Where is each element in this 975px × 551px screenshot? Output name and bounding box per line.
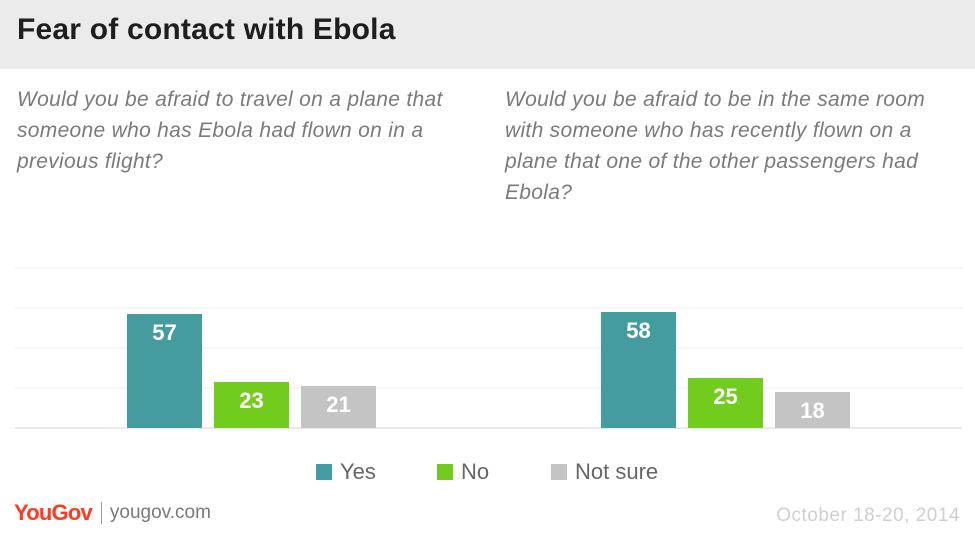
- logo-divider: [100, 502, 102, 524]
- site-link[interactable]: yougov.com: [109, 502, 211, 523]
- legend-swatch-yes: [316, 464, 332, 480]
- legend-swatch-not-sure: [551, 464, 567, 480]
- legend: Yes No Not sure: [0, 459, 975, 489]
- bar-chart: 57 23 21 58 25 18: [15, 267, 962, 429]
- data-label-no-q2: 25: [713, 384, 737, 409]
- page-title: Fear of contact with Ebola: [17, 13, 396, 46]
- legend-item-not-sure: Not sure: [551, 459, 658, 485]
- data-label-not-sure-q1: 21: [326, 392, 350, 417]
- bar-no-q1: [214, 382, 289, 428]
- bar-not-sure-q2: [775, 392, 850, 428]
- question-left: Would you be afraid to travel on a plane…: [17, 88, 443, 173]
- bar-no-q2: [688, 378, 763, 428]
- survey-date: October 18-20, 2014: [776, 505, 960, 526]
- data-label-yes-q1: 57: [152, 320, 176, 345]
- legend-item-yes: Yes: [316, 459, 376, 485]
- yougov-logo: YouGov: [14, 500, 93, 525]
- bar-yes-q1: [127, 314, 202, 428]
- question-right: Would you be afraid to be in the same ro…: [505, 88, 925, 204]
- legend-label-not-sure: Not sure: [575, 459, 659, 484]
- data-label-yes-q2: 58: [626, 318, 650, 343]
- data-label-no-q1: 23: [239, 388, 263, 413]
- legend-label-no: No: [461, 459, 490, 484]
- header-bar: Fear of contact with Ebola: [0, 0, 975, 69]
- bar-not-sure-q1: [301, 386, 376, 428]
- bar-yes-q2: [601, 312, 676, 428]
- data-label-not-sure-q2: 18: [800, 398, 824, 423]
- legend-label-yes: Yes: [340, 459, 376, 484]
- bars: 57 23 21 58 25 18: [127, 312, 850, 428]
- legend-swatch-no: [437, 464, 453, 480]
- legend-item-no: No: [437, 459, 489, 485]
- brand: YouGov yougov.com: [14, 500, 211, 526]
